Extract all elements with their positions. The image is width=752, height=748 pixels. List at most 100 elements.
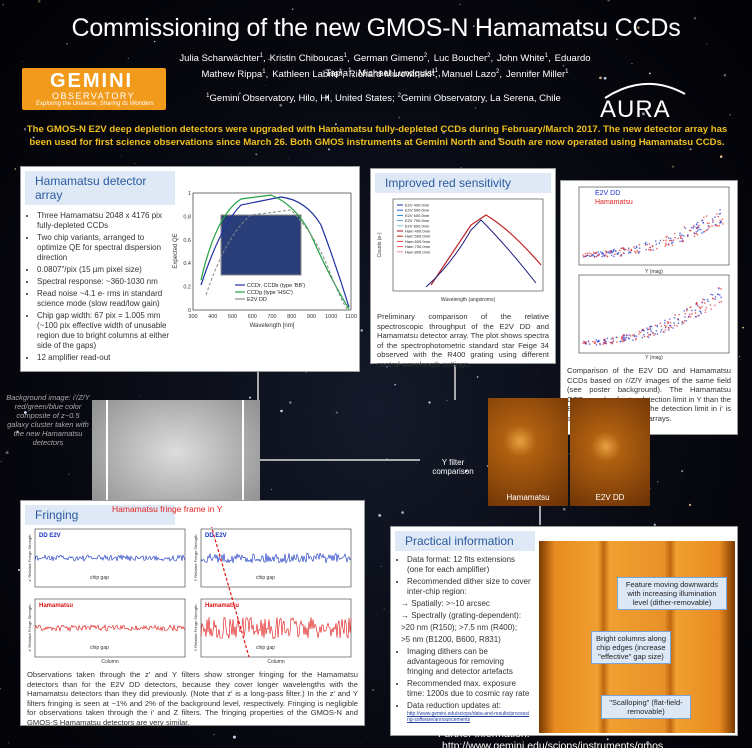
point <box>609 250 611 252</box>
star <box>496 59 499 62</box>
star <box>271 489 273 491</box>
star <box>738 355 740 358</box>
point <box>711 218 714 220</box>
spectrum <box>425 219 537 288</box>
star <box>459 3 461 5</box>
point <box>664 324 666 326</box>
point <box>649 328 652 331</box>
point <box>718 301 721 304</box>
star <box>394 383 397 386</box>
point <box>621 336 623 338</box>
panel-tag: Hamamatsu <box>205 603 239 609</box>
bullet-text: Data reduction updates at: <box>407 701 501 710</box>
sub-item: >20 nm (R150); >7.5 nm (R400); <box>401 623 518 632</box>
fringe-plots: DD E2V chip gap z' Relative Fringe Strengt… <box>27 524 352 665</box>
author-aff: 1 <box>262 69 266 75</box>
comparison-panel: E2V DD Hamamatsu Y (mag) Y (mag) Comparison… <box>560 180 738 435</box>
star <box>239 92 241 94</box>
fringe-trace <box>200 616 352 640</box>
star <box>562 507 566 511</box>
legend-label: E2V 600.0nm <box>405 213 430 218</box>
star <box>372 688 375 691</box>
point <box>681 237 684 240</box>
point <box>704 309 707 311</box>
footer-url[interactable]: http://www.gemini.edu/sciops/instruments… <box>442 740 664 748</box>
point <box>701 232 703 234</box>
pointer <box>210 524 250 658</box>
point <box>648 328 650 331</box>
author-name: Richard Murowinski <box>348 69 432 81</box>
star <box>401 511 404 514</box>
star <box>0 688 1 690</box>
star <box>134 163 136 165</box>
separator: , <box>434 69 438 81</box>
point <box>689 229 692 232</box>
bullet: Chip gap width: 67 pix = 1.005 mm (~100 … <box>37 311 171 351</box>
gap-label: chip gap <box>90 575 109 581</box>
legend-label: E2V DD <box>595 190 620 197</box>
point <box>682 322 685 324</box>
point <box>589 255 591 258</box>
aff-num: 1 <box>206 93 210 99</box>
intro: The GMOS-N E2V deep depletion detectors … <box>26 124 728 148</box>
point <box>703 216 705 218</box>
legend-label: Ham 400.0nm <box>405 229 431 234</box>
point <box>635 338 637 341</box>
point <box>708 225 711 228</box>
point <box>667 237 670 239</box>
heading: Hamamatsu detector array <box>25 171 175 205</box>
star <box>361 743 362 744</box>
point <box>606 255 608 257</box>
point <box>674 314 676 316</box>
star <box>653 523 656 526</box>
fringe-image-label: Hamamatsu fringe frame in Y <box>112 504 223 514</box>
point <box>720 288 722 290</box>
star <box>289 401 292 404</box>
legend-label: CCDg (type 'HSC') <box>247 290 293 296</box>
point <box>696 233 699 236</box>
point <box>614 250 617 252</box>
star <box>361 169 362 170</box>
point <box>597 251 599 253</box>
star <box>681 469 684 473</box>
author-name: Mathew Rippa <box>201 69 263 81</box>
point <box>670 240 672 242</box>
point <box>705 306 708 309</box>
point <box>627 337 630 339</box>
star <box>428 401 431 404</box>
point <box>655 329 658 332</box>
point <box>667 322 669 325</box>
star <box>25 496 27 498</box>
point <box>591 253 594 256</box>
authors-line: Julia Scharwächter1, Kristin Chiboucas1, G… <box>150 50 620 80</box>
y-axis-label: z' Relative Fringe Strength <box>27 604 32 651</box>
point <box>628 251 631 253</box>
plot-frame <box>578 274 730 354</box>
plot-frame <box>200 528 352 588</box>
star <box>249 396 252 399</box>
point <box>643 335 646 338</box>
legend-label: Ham 500.0nm <box>405 234 431 239</box>
star <box>127 57 129 59</box>
bullet-text: Data format: 12 fits extensions (one for… <box>407 555 516 574</box>
x-axis-label: Column <box>267 659 284 665</box>
point <box>670 326 673 328</box>
point <box>665 243 667 246</box>
separator: , <box>346 53 350 65</box>
point <box>617 251 620 254</box>
star <box>279 103 282 107</box>
x-axis-label: Column <box>101 659 118 665</box>
point <box>713 304 716 307</box>
point <box>643 333 645 336</box>
aff-num: 2 <box>397 93 401 99</box>
point <box>693 235 696 238</box>
point <box>682 240 685 243</box>
point <box>695 223 698 226</box>
author-name: Kristin Chiboucas <box>269 53 344 65</box>
star <box>334 123 337 126</box>
point <box>701 301 703 304</box>
star <box>213 734 215 736</box>
point <box>659 239 662 242</box>
point <box>660 325 663 328</box>
star <box>689 148 692 151</box>
